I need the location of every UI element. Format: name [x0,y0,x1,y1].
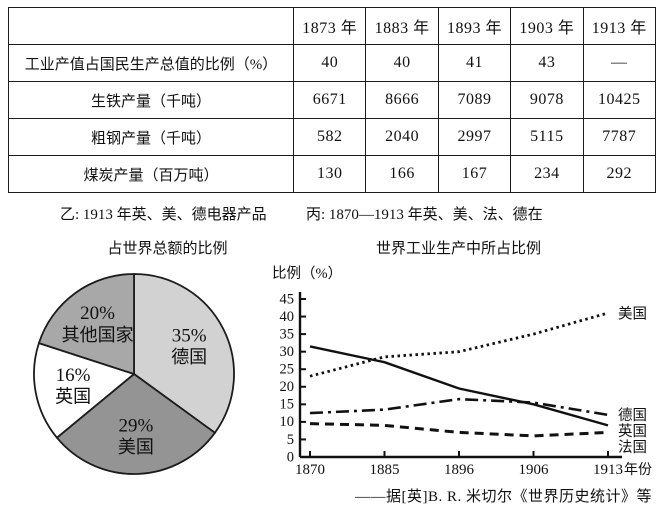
table-year-header: 1873 年 [292,7,367,45]
pie-slice-percent: 16% [56,365,91,386]
table-cell: 7089 [437,81,512,119]
table-cell: 292 [582,155,657,193]
table-cell: 7787 [582,118,657,156]
table-row: 生铁产量（千吨） 6671 8666 7089 9078 10425 [8,81,657,119]
table-header-row: 1873 年 1883 年 1893 年 1903 年 1913 年 [8,7,657,45]
line-series-solid [309,345,609,427]
pie-chart: 35%德国 29%美国 16%英国 20%其他国家 [33,273,235,475]
pie-slice-percent: 20% [80,303,115,324]
table-cell: 5115 [510,118,584,156]
series-label: 美国 [618,305,647,322]
table-corner-cell [8,7,294,45]
line-series-dashdot [309,397,609,417]
pie-slice-label: 德国 [171,347,207,367]
source-note: ——据[英]B. R. 米切尔《世界历史统计》等 [354,489,652,505]
table-cell: 582 [292,118,367,156]
y-tick-label: 5 [287,432,294,448]
y-tick-label: 0 [287,449,294,465]
table-cell: 9078 [510,81,584,119]
table-cell: 166 [365,155,439,193]
table-cell: 130 [292,155,367,193]
series-label: 法国 [618,439,647,456]
pie-slice-percent: 35% [172,325,207,346]
table-cell: 167 [437,155,512,193]
y-tick-label: 40 [280,309,295,325]
series-label: 德国 [618,407,647,424]
table-year-header: 1893 年 [437,7,512,45]
pie-caption-line1: 乙: 1913 年英、美、德电器产品 [60,207,267,223]
table-row: 粗钢产量（千吨） 582 2040 2997 5115 7787 [8,118,657,156]
x-tick-label: 1896 [444,462,475,478]
table-cell: 2040 [365,118,439,156]
table-cell: 43 [510,44,584,82]
x-tick-label: 1885 [370,462,400,478]
row-label: 工业产值占国民生产总值的比例（%） [8,44,294,82]
pie-slice [56,373,216,475]
x-tick-label: 1906 [519,462,550,478]
table-year-header: 1903 年 [510,7,584,45]
table-cell: 2997 [437,118,512,156]
y-tick-label: 10 [280,414,295,430]
table-row: 煤炭产量（百万吨） 130 166 167 234 292 [8,155,657,193]
table-year-header: 1883 年 [365,7,439,45]
pie-slice [133,273,235,434]
pie-slice-label: 其他国家 [62,325,134,345]
x-tick-label: 1913 [593,462,623,478]
table-row: 工业产值占国民生产总值的比例（%） 40 40 41 43— [8,44,657,82]
table-cell: 40 [365,44,439,82]
table-cell: — [582,44,657,82]
pie-caption-line2: 占世界总额的比例 [107,241,228,257]
table-year-header: 1913 年 [582,7,657,45]
table-cell: 234 [510,155,584,193]
y-axis-label: 比例（%） [272,265,342,282]
stats-table: 1873 年 1883 年 1893 年 1903 年 1913 年工业产值占国民生产总… [8,7,657,193]
pie-slice [38,273,135,375]
y-tick-label: 30 [280,344,295,360]
y-tick-label: 35 [280,326,295,342]
line-chart-caption-line2: 世界工业生产中所占比例 [375,241,541,257]
y-tick-label: 15 [280,397,295,413]
pie-slice-label: 美国 [118,437,154,457]
x-tick-label: 1870 [295,462,325,478]
y-tick-label: 25 [280,362,295,378]
table-cell: 8666 [365,81,439,119]
line-chart-caption-line1: 丙: 1870—1913 年英、美、法、德在 [306,207,543,223]
line-series-dashed [309,422,609,438]
table-cell: 40 [292,44,367,82]
pie-caption: 乙: 1913 年英、美、德电器产品 占世界总额的比例 [60,198,275,266]
row-label: 煤炭产量（百万吨） [8,155,294,193]
x-axis-label: 年份 [624,462,652,478]
line-chart-caption: 丙: 1870—1913 年英、美、法、德在 世界工业生产中所占比例 [306,198,611,266]
table-cell: 41 [437,44,512,82]
row-label: 生铁产量（千吨） [8,81,294,119]
pie-slice-percent: 29% [118,415,153,436]
series-label: 英国 [618,422,647,440]
y-tick-label: 45 [280,291,295,307]
pie-slice-label: 英国 [55,387,91,407]
y-tick-label: 20 [280,379,295,395]
table-cell: 10425 [582,81,657,119]
row-label: 粗钢产量（千吨） [8,118,294,156]
table-cell: 6671 [292,81,367,119]
line-series-dotted [309,311,609,378]
